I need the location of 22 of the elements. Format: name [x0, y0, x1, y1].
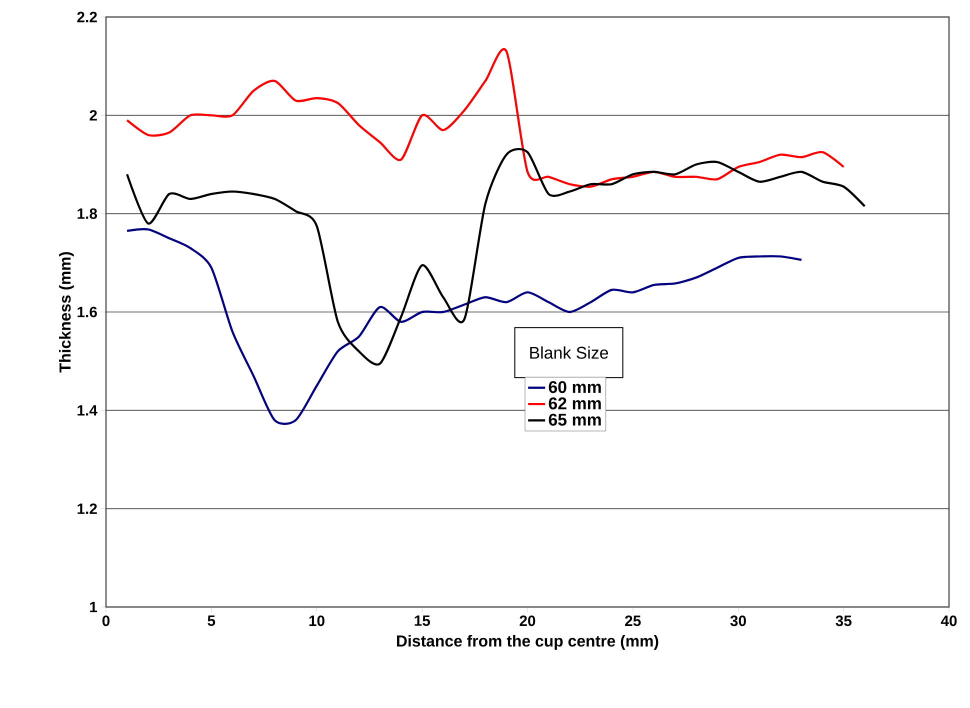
- x-tick-label: 10: [309, 616, 324, 626]
- x-tick-label: 5: [208, 616, 216, 626]
- y-tick-label: 1: [90, 602, 98, 612]
- y-tick-label: 2.2: [77, 12, 97, 22]
- y-tick-label: 1.4: [78, 405, 98, 416]
- y-tick-label: 1.2: [78, 503, 97, 514]
- x-tick-label: 25: [625, 616, 641, 626]
- y-tick-label: 1.8: [78, 208, 98, 219]
- legend-title: Blank Size: [530, 346, 608, 359]
- legend-label: 60 mm: [548, 381, 601, 394]
- x-tick-label: 15: [414, 616, 430, 626]
- y-tick-label: 2: [90, 110, 97, 121]
- legend-label: 62 mm: [548, 397, 601, 410]
- y-axis-title: Thickness (mm): [59, 252, 74, 373]
- x-tick-label: 20: [520, 616, 536, 626]
- x-tick-label: 0: [102, 616, 110, 626]
- legend-label: 65 mm: [548, 414, 601, 426]
- y-tick-label: 1.6: [78, 306, 97, 318]
- x-tick-label: 40: [940, 616, 957, 626]
- x-tick-label: 35: [836, 616, 852, 626]
- x-tick-label: 30: [730, 616, 746, 626]
- x-axis-title: Distance from the cup centre (mm): [397, 634, 658, 650]
